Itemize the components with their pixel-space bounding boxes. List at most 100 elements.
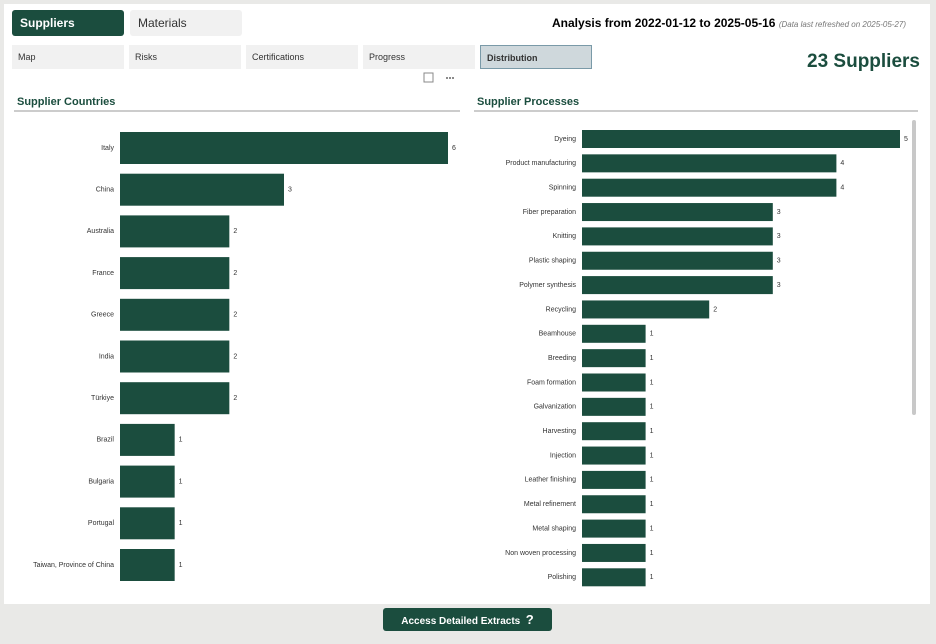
- value-label: 1: [650, 574, 654, 581]
- value-label: 1: [179, 478, 183, 485]
- button-icon: ?: [525, 612, 534, 627]
- value-label: 2: [713, 306, 717, 313]
- bar: [120, 507, 175, 540]
- more-icon: [449, 77, 451, 79]
- category-label: Non woven processing: [505, 550, 576, 557]
- value-label: 2: [233, 312, 237, 319]
- tab[interactable]: Materials: [130, 10, 242, 36]
- category-label: France: [92, 270, 114, 277]
- value-label: 3: [288, 187, 292, 194]
- subtab[interactable]: Progress: [363, 45, 475, 69]
- value-label: 6: [452, 145, 456, 152]
- value-label: 1: [650, 404, 654, 411]
- category-label: Italy: [101, 145, 114, 152]
- value-label: 2: [233, 353, 237, 360]
- value-label: 1: [650, 525, 654, 532]
- refresh-note: (Data last refreshed on 2025-05-27): [778, 20, 906, 29]
- bar: [582, 543, 646, 562]
- category-label: Product manufacturing: [506, 160, 577, 167]
- bar: [582, 470, 646, 489]
- category-label: Harvesting: [543, 428, 577, 435]
- value-label: 4: [840, 185, 844, 192]
- tab[interactable]: Suppliers: [12, 10, 124, 36]
- subtab[interactable]: Certifications: [246, 45, 358, 69]
- category-label: Spinning: [549, 185, 576, 192]
- value-label: 2: [233, 270, 237, 277]
- category-label: Leather finishing: [525, 477, 576, 484]
- value-label: 1: [179, 562, 183, 569]
- value-label: 3: [777, 233, 781, 240]
- value-label: 1: [650, 501, 654, 508]
- bar: [582, 519, 646, 538]
- category-label: Dyeing: [554, 136, 576, 143]
- bar: [582, 178, 837, 197]
- category-label: Beamhouse: [539, 331, 576, 338]
- bar: [120, 340, 230, 373]
- bar: [120, 382, 230, 415]
- value-label: 3: [777, 209, 781, 216]
- extract-button[interactable]: Access Detailed Extracts ?: [383, 608, 552, 631]
- bar: [120, 257, 230, 290]
- value-label: 2: [233, 395, 237, 402]
- bar: [120, 465, 175, 498]
- kpi: 23 Suppliers: [807, 51, 920, 72]
- bar: [120, 549, 175, 581]
- value-label: 3: [777, 258, 781, 265]
- value-label: 5: [904, 136, 908, 143]
- value-label: 1: [650, 550, 654, 557]
- bar: [582, 446, 646, 465]
- more-icon: [452, 77, 454, 79]
- scrollbar[interactable]: [912, 120, 916, 415]
- chart-title: Supplier Processes: [477, 96, 579, 108]
- bar: [582, 154, 837, 173]
- header: Analysis from 2022-01-12 to 2025-05-16 (…: [552, 16, 906, 30]
- chart-title: Supplier Countries: [17, 96, 115, 108]
- category-label: Metal refinement: [524, 501, 576, 508]
- category-label: Breeding: [548, 355, 576, 362]
- value-label: 1: [179, 520, 183, 527]
- value-label: 1: [650, 331, 654, 338]
- focus-icon[interactable]: [423, 72, 434, 83]
- bar: [582, 495, 646, 514]
- category-label: Knitting: [553, 233, 576, 240]
- category-label: Recycling: [546, 306, 576, 313]
- category-label: Foam formation: [527, 379, 576, 386]
- bar: [120, 215, 230, 248]
- category-label: Polishing: [548, 574, 577, 581]
- category-label: Fiber preparation: [523, 209, 576, 216]
- subtab[interactable]: Risks: [129, 45, 241, 69]
- bar: [582, 324, 646, 343]
- bar: [120, 298, 230, 331]
- category-label: Brazil: [96, 437, 114, 444]
- bar: [120, 132, 448, 164]
- value-label: 1: [650, 477, 654, 484]
- bar: [582, 130, 900, 148]
- category-label: Türkiye: [91, 395, 114, 402]
- more-icon[interactable]: [446, 77, 448, 79]
- button-label: Access Detailed Extracts: [401, 616, 521, 627]
- category-label: Injection: [550, 452, 576, 459]
- category-label: Bulgaria: [88, 478, 114, 485]
- value-label: 2: [233, 228, 237, 235]
- bar: [582, 227, 773, 246]
- category-label: Australia: [87, 228, 114, 235]
- category-label: Metal shaping: [532, 525, 576, 532]
- category-label: Galvanization: [534, 404, 577, 411]
- bar: [120, 173, 284, 206]
- category-label: Taiwan, Province of China: [33, 562, 114, 569]
- value-label: 1: [650, 428, 654, 435]
- subtab[interactable]: Distribution: [480, 45, 592, 69]
- bar: [582, 300, 710, 319]
- bar: [582, 373, 646, 392]
- bar: [582, 422, 646, 441]
- bar: [582, 397, 646, 416]
- bar: [120, 423, 175, 456]
- bar: [582, 251, 773, 270]
- category-label: China: [96, 187, 114, 194]
- bar: [582, 568, 646, 587]
- category-label: Polymer synthesis: [519, 282, 576, 289]
- subtab[interactable]: Map: [12, 45, 124, 69]
- value-label: 1: [179, 437, 183, 444]
